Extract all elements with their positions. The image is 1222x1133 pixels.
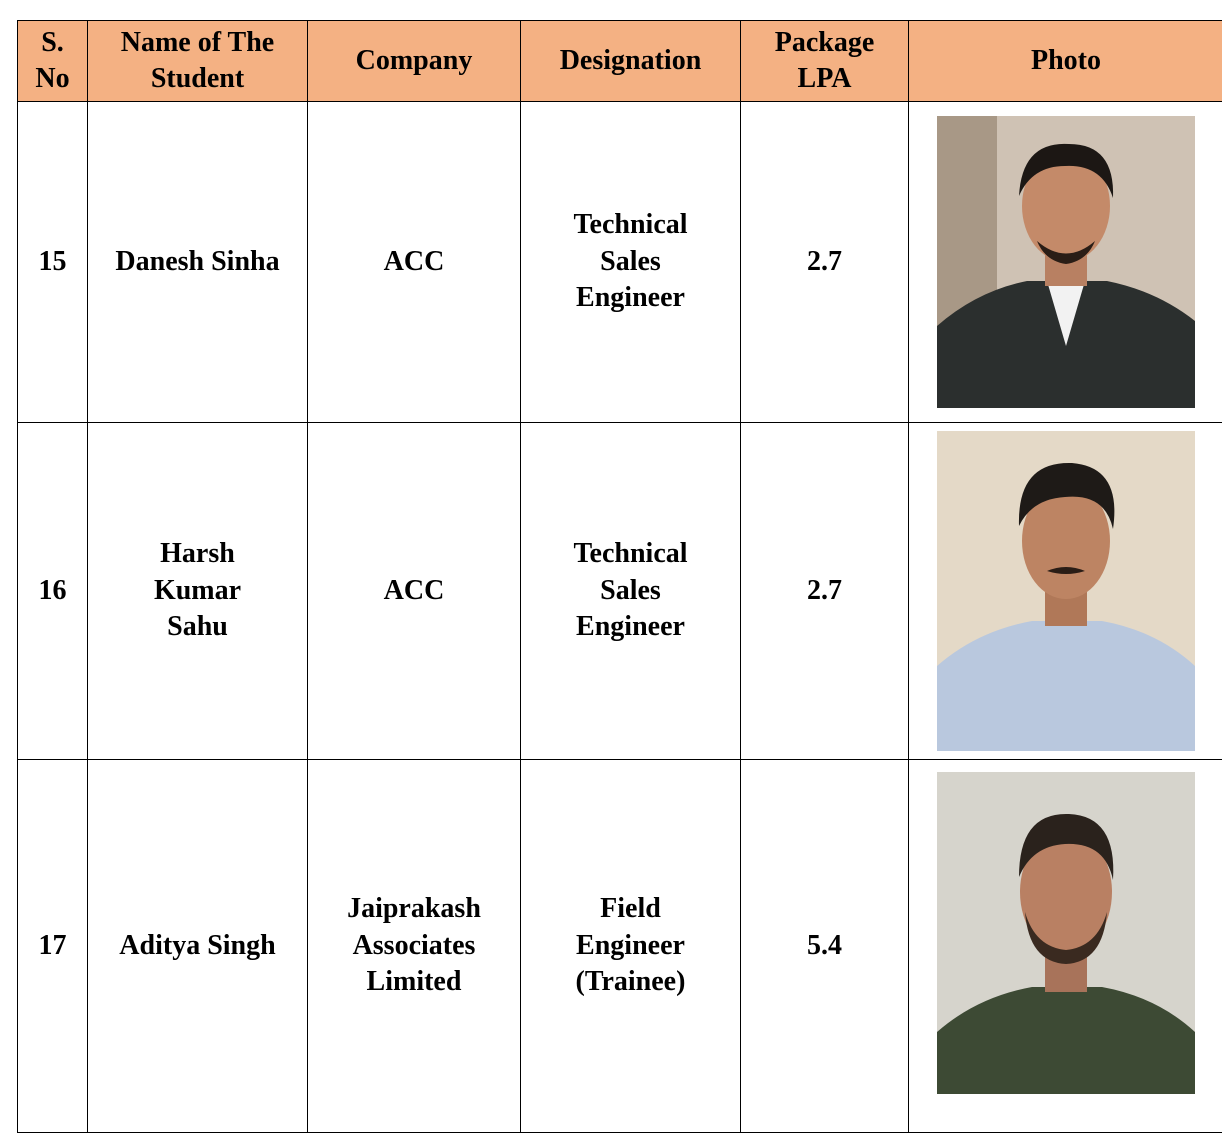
photo-cell — [909, 102, 1222, 423]
cell: 16 — [18, 423, 88, 760]
header-cell: Photo — [909, 21, 1222, 102]
cell: Technical Sales Engineer — [521, 423, 741, 760]
cell: 2.7 — [741, 102, 909, 423]
header-row: S. No Name of The Student Company Design… — [18, 21, 1222, 102]
cell: Technical Sales Engineer — [521, 102, 741, 423]
cell: Jaiprakash Associates Limited — [308, 760, 521, 1133]
photo — [937, 116, 1195, 408]
cell: ACC — [308, 423, 521, 760]
photo-cell — [909, 760, 1222, 1133]
photo-cell — [909, 423, 1222, 760]
cell: Harsh Kumar Sahu — [88, 423, 308, 760]
table-row: 16 Harsh Kumar Sahu ACC Technical Sales … — [18, 423, 1222, 760]
cell: Field Engineer (Trainee) — [521, 760, 741, 1133]
cell: 15 — [18, 102, 88, 423]
cell: Aditya Singh — [88, 760, 308, 1133]
header-cell: Package LPA — [741, 21, 909, 102]
header-cell: Designation — [521, 21, 741, 102]
photo — [937, 431, 1195, 751]
table-row: 17 Aditya Singh Jaiprakash Associates Li… — [18, 760, 1222, 1133]
cell: ACC — [308, 102, 521, 423]
cell: 5.4 — [741, 760, 909, 1133]
header-cell: S. No — [18, 21, 88, 102]
cell: Danesh Sinha — [88, 102, 308, 423]
header-cell: Name of The Student — [88, 21, 308, 102]
cell: 2.7 — [741, 423, 909, 760]
cell: 17 — [18, 760, 88, 1133]
placement-table: S. No Name of The Student Company Design… — [17, 20, 1222, 1133]
header-cell: Company — [308, 21, 521, 102]
photo — [937, 772, 1195, 1094]
table-row: 15 Danesh Sinha ACC Technical Sales Engi… — [18, 102, 1222, 423]
